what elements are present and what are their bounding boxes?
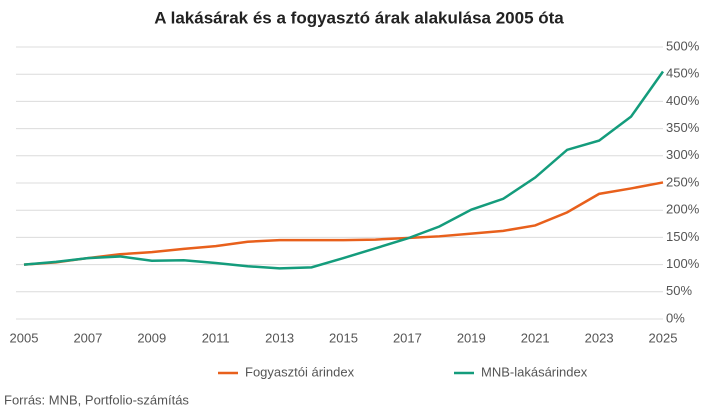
x-tick-label: 2013 — [265, 330, 294, 345]
chart-title: A lakásárak és a fogyasztó árak alakulás… — [154, 8, 564, 27]
y-tick-label: 100% — [666, 256, 700, 271]
x-tick-label: 2017 — [393, 330, 422, 345]
y-tick-label: 450% — [666, 66, 700, 81]
y-tick-label: 300% — [666, 147, 700, 162]
x-tick-label: 2025 — [649, 330, 678, 345]
y-tick-label: 500% — [666, 38, 700, 53]
y-tick-label: 150% — [666, 229, 700, 244]
x-tick-label: 2019 — [457, 330, 486, 345]
x-tick-label: 2005 — [10, 330, 39, 345]
x-tick-label: 2011 — [202, 330, 230, 345]
x-tick-label: 2015 — [329, 330, 358, 345]
y-tick-label: 250% — [666, 174, 700, 189]
legend-label: MNB-lakásárindex — [481, 364, 588, 379]
y-tick-label: 50% — [666, 283, 692, 298]
y-tick-label: 350% — [666, 120, 700, 135]
legend-label: Fogyasztói árindex — [245, 364, 355, 379]
x-tick-label: 2023 — [585, 330, 614, 345]
y-tick-label: 400% — [666, 93, 700, 108]
x-tick-label: 2021 — [521, 330, 550, 345]
y-tick-label: 0% — [666, 310, 685, 325]
y-tick-label: 200% — [666, 202, 700, 217]
data-line — [23, 181, 664, 266]
x-tick-label: 2007 — [73, 330, 102, 345]
x-tick-label: 2009 — [137, 330, 166, 345]
source-note: Forrás: MNB, Portfolio-számítás — [4, 392, 189, 407]
data-line — [23, 70, 665, 270]
